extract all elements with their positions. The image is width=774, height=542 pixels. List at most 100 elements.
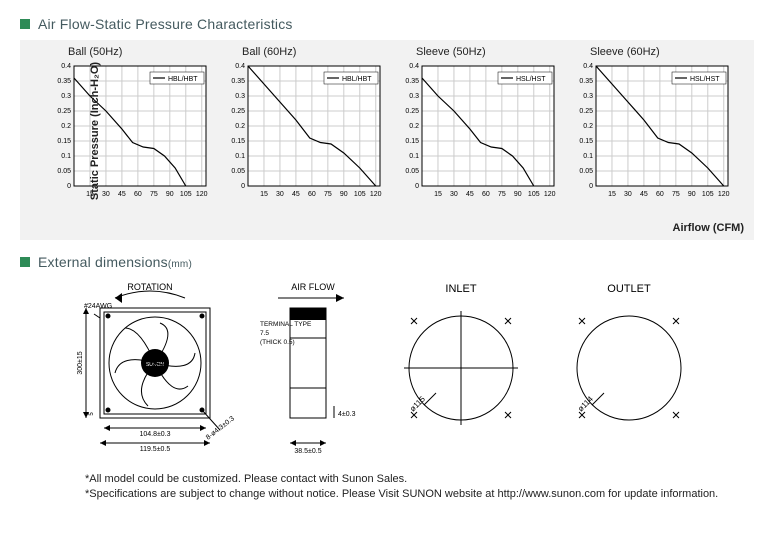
y-axis-label: Static Pressure (Inch-H₂O) [89,62,101,200]
svg-text:0.15: 0.15 [579,138,593,145]
chart-svg: 15304560759010512000.050.10.150.20.250.3… [50,60,212,210]
svg-text:0.3: 0.3 [235,93,245,100]
svg-text:0: 0 [241,183,245,190]
small-h-dim: 5 [89,412,95,416]
svg-text:0: 0 [67,183,71,190]
svg-text:45: 45 [466,191,474,198]
airflow-label: AIR FLOW [291,282,335,292]
svg-text:45: 45 [640,191,648,198]
thickness-dim: 4±0.3 [338,411,356,418]
svg-text:30: 30 [276,191,284,198]
footnotes: *All model could be customized. Please c… [85,472,754,503]
svg-text:60: 60 [308,191,316,198]
svg-text:0.2: 0.2 [409,123,419,130]
chart-svg: 15304560759010512000.050.10.150.20.250.3… [224,60,386,210]
terminal-note-1: TERMINAL TYPE [260,321,312,328]
svg-text:0.4: 0.4 [583,63,593,70]
svg-text:0.3: 0.3 [583,93,593,100]
svg-text:120: 120 [544,191,556,198]
svg-text:0.1: 0.1 [409,153,419,160]
svg-text:0.15: 0.15 [231,138,245,145]
section-dims-title: External dimensions(mm) [20,254,754,270]
outlet-label: OUTLET [607,283,651,295]
svg-text:60: 60 [656,191,664,198]
svg-text:0.35: 0.35 [579,78,593,85]
chart-1: Ball (60Hz)15304560759010512000.050.10.1… [224,46,386,210]
svg-text:105: 105 [528,191,540,198]
svg-text:HSL/HST: HSL/HST [690,76,720,83]
svg-text:60: 60 [134,191,142,198]
terminal-note-2: 7.5 [260,330,269,337]
svg-text:0.25: 0.25 [231,108,245,115]
dims-unit: (mm) [168,259,192,270]
svg-text:HBL/HBT: HBL/HBT [168,76,198,83]
svg-text:0.05: 0.05 [57,168,71,175]
inlet-diagram: INLET ø115 [386,278,536,448]
svg-text:90: 90 [166,191,174,198]
svg-text:0.1: 0.1 [235,153,245,160]
svg-text:30: 30 [102,191,110,198]
svg-text:90: 90 [688,191,696,198]
svg-text:30: 30 [450,191,458,198]
svg-text:0.05: 0.05 [405,168,419,175]
svg-text:0.05: 0.05 [231,168,245,175]
footnote-1: *All model could be customized. Please c… [85,472,754,487]
svg-text:75: 75 [150,191,158,198]
svg-text:75: 75 [324,191,332,198]
svg-text:105: 105 [354,191,366,198]
inlet-label: INLET [445,283,476,295]
depth-dim: 38.5±0.5 [294,448,321,455]
inlet-dia: ø115 [408,394,427,413]
svg-text:0.2: 0.2 [583,123,593,130]
svg-text:45: 45 [292,191,300,198]
section-airflow-title: Air Flow-Static Pressure Characteristics [20,16,754,32]
outlet-dia: ø114 [576,394,595,413]
chart-band: Static Pressure (Inch-H₂O) Ball (50Hz) 15… [20,40,754,222]
svg-text:0.35: 0.35 [405,78,419,85]
height-dim: 300±15 [77,351,84,374]
green-square-marker [20,19,30,29]
svg-text:15: 15 [434,191,442,198]
wire-label: #24AWG [84,303,112,310]
svg-text:0.35: 0.35 [231,78,245,85]
svg-text:60: 60 [482,191,490,198]
chart-svg: 15304560759010512000.050.10.150.20.250.3… [398,60,560,210]
svg-text:75: 75 [498,191,506,198]
svg-text:0.4: 0.4 [61,63,71,70]
svg-text:0: 0 [589,183,593,190]
fan-side-diagram: AIR FLOW TERMINAL TYPE 7.5 (THICK 0.5) 4… [258,278,368,458]
svg-text:0.25: 0.25 [579,108,593,115]
svg-text:120: 120 [370,191,382,198]
chart-svg: 15304560759010512000.050.10.150.20.250.3… [572,60,734,210]
chart-3: Sleeve (60Hz)15304560759010512000.050.10… [572,46,734,210]
svg-text:105: 105 [180,191,192,198]
svg-text:0.2: 0.2 [61,123,71,130]
svg-text:105: 105 [702,191,714,198]
svg-text:HSL/HST: HSL/HST [516,76,546,83]
outlet-diagram: OUTLET ø114 [554,278,704,448]
svg-text:0.2: 0.2 [235,123,245,130]
chart-0: Ball (50Hz)15304560759010512000.050.10.1… [50,46,212,210]
svg-text:0.1: 0.1 [583,153,593,160]
svg-text:0.3: 0.3 [61,93,71,100]
svg-text:90: 90 [514,191,522,198]
chart-title: Ball (50Hz) [68,46,122,58]
svg-text:0.3: 0.3 [409,93,419,100]
dim-a: 104.8±0.3 [139,431,170,438]
footnote-2: *Specifications are subject to change wi… [85,487,754,502]
svg-text:75: 75 [672,191,680,198]
chart-title: Sleeve (60Hz) [590,46,660,58]
svg-text:0.4: 0.4 [409,63,419,70]
green-square-marker [20,257,30,267]
svg-text:90: 90 [340,191,348,198]
svg-text:HBL/HBT: HBL/HBT [342,76,372,83]
svg-text:15: 15 [608,191,616,198]
svg-text:0.15: 0.15 [405,138,419,145]
chart-title: Ball (60Hz) [242,46,296,58]
chart-2: Sleeve (50Hz)15304560759010512000.050.10… [398,46,560,210]
svg-text:0.15: 0.15 [57,138,71,145]
svg-text:0.4: 0.4 [235,63,245,70]
svg-text:0.35: 0.35 [57,78,71,85]
chart-title: Sleeve (50Hz) [416,46,486,58]
svg-text:120: 120 [718,191,730,198]
